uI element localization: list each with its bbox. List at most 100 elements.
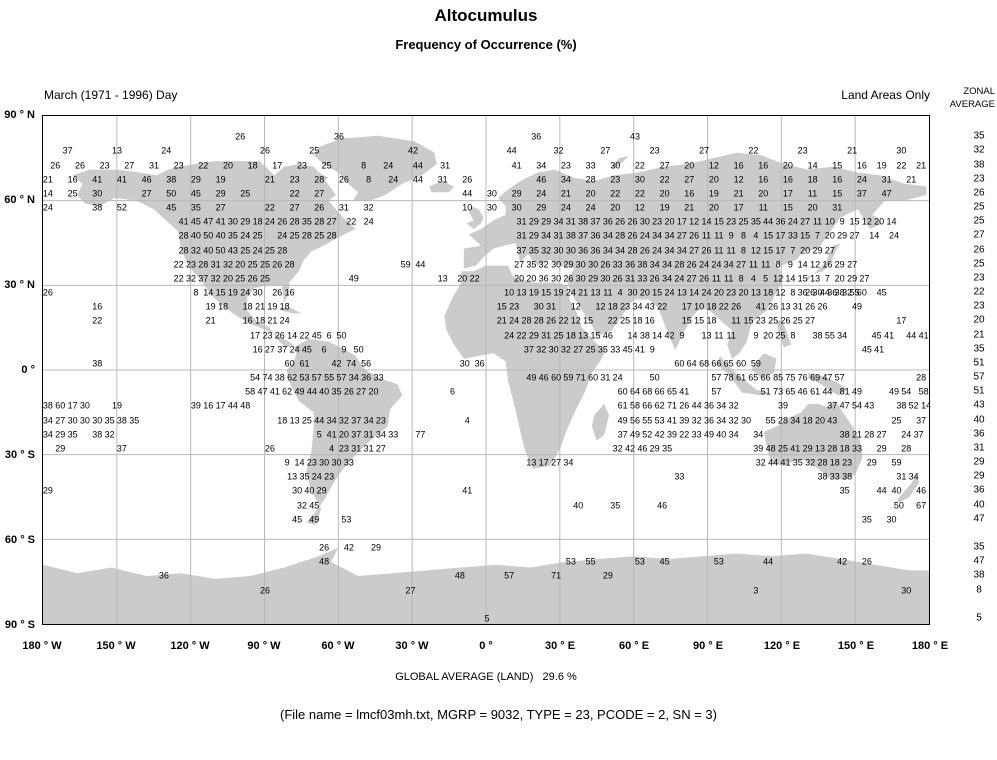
- grid-number: 28: [198, 259, 209, 270]
- grid-number: 24: [289, 344, 300, 355]
- grid-number: 38: [637, 259, 648, 270]
- grid-number: 23: [842, 457, 853, 468]
- grid-number: 38: [834, 287, 845, 298]
- grid-number: 24: [674, 273, 685, 284]
- grid-number: 18: [218, 301, 229, 312]
- grid-number: 26: [689, 230, 700, 241]
- grid-number: 14: [921, 400, 932, 411]
- grid-number: 28: [827, 443, 838, 454]
- grid-number: 50: [203, 230, 214, 241]
- grid-number: 25: [240, 245, 251, 256]
- grid-number: 41: [116, 174, 127, 185]
- grid-number: 33: [637, 273, 648, 284]
- grid-number: 31: [440, 160, 451, 171]
- grid-number: 26: [861, 556, 872, 567]
- grid-number: 47: [257, 386, 268, 397]
- grid-number: 30: [292, 485, 303, 496]
- grid-number: 32: [363, 202, 374, 213]
- grid-number: 56: [629, 415, 641, 426]
- grid-number: 21: [906, 174, 917, 185]
- grid-number: 24: [560, 202, 571, 213]
- grid-number: 59: [563, 372, 574, 383]
- grid-number: 8: [738, 273, 744, 284]
- lon-tick-label: 60 ° W: [321, 640, 355, 652]
- zonal-average-value: 22: [973, 286, 985, 298]
- grid-number: 6: [321, 344, 327, 355]
- grid-number: 50: [893, 500, 904, 511]
- grid-number: 21: [733, 188, 744, 199]
- grid-number: 10: [504, 287, 515, 298]
- grid-number: 16: [832, 174, 843, 185]
- grid-number: 16: [92, 301, 103, 312]
- grid-number: 31: [210, 259, 221, 270]
- grid-number: 44: [506, 145, 517, 156]
- lat-tick-label: 90 ° N: [4, 109, 35, 121]
- grid-number: 4: [617, 287, 623, 298]
- grid-number: 38: [812, 330, 823, 341]
- grid-number: 57: [711, 372, 722, 383]
- grid-number: 17: [250, 330, 261, 341]
- grid-number: 48: [454, 570, 465, 581]
- grid-number: 26: [649, 273, 660, 284]
- grid-number: 71: [575, 372, 586, 383]
- grid-number: 29: [55, 429, 66, 440]
- grid-number: 26: [731, 301, 742, 312]
- grid-number: 41: [269, 386, 280, 397]
- grid-number: 27: [356, 386, 367, 397]
- grid-number: 24: [240, 230, 251, 241]
- lat-tick-label: 90 ° S: [4, 619, 35, 631]
- grid-number: 36: [703, 415, 715, 426]
- grid-number: 25: [738, 216, 749, 227]
- grid-number: 68: [699, 358, 710, 369]
- grid-number: 61: [736, 372, 747, 383]
- zonal-average-value: 25: [973, 258, 985, 270]
- grid-number: 27: [289, 202, 300, 213]
- grid-number: 26: [701, 245, 712, 256]
- grid-number: 15: [800, 230, 811, 241]
- grid-number: 58: [629, 400, 641, 411]
- area-label: Land Areas Only: [841, 88, 930, 102]
- grid-number: 50: [166, 188, 177, 199]
- continent-shape: [279, 307, 302, 314]
- grid-number: 30: [548, 344, 559, 355]
- grid-number: 20: [800, 245, 811, 256]
- continent-shape: [466, 206, 484, 229]
- grid-number: 49: [617, 415, 628, 426]
- grid-number: 40: [573, 500, 584, 511]
- grid-number: 9: [679, 330, 685, 341]
- grid-number: 15: [832, 160, 843, 171]
- grid-number: 22: [469, 273, 480, 284]
- grid-number: 24: [388, 174, 399, 185]
- grid-number: 12: [708, 160, 719, 171]
- grid-number: 29: [588, 273, 599, 284]
- grid-number: 40: [891, 485, 902, 496]
- zonal-average-value: 38: [973, 569, 985, 581]
- grid-number: 11: [748, 259, 759, 270]
- grid-number: 26: [272, 287, 283, 298]
- grid-number: 36: [827, 287, 838, 298]
- zonal-average-value: 47: [973, 513, 985, 525]
- grid-number: 31: [896, 471, 907, 482]
- grid-number: 12: [810, 259, 821, 270]
- grid-number: 22: [679, 429, 690, 440]
- grid-number: 16: [252, 344, 263, 355]
- grid-number: 15: [590, 330, 601, 341]
- lon-tick-label: 90 ° W: [247, 640, 281, 652]
- grid-number: 38: [839, 429, 850, 440]
- grid-number: 25: [235, 273, 246, 284]
- grid-number: 30: [901, 585, 912, 596]
- grid-number: 24: [639, 230, 650, 241]
- grid-number: 27: [736, 259, 747, 270]
- grid-number: 8: [740, 245, 747, 256]
- grid-number: 26: [338, 174, 349, 185]
- grid-number: 12: [595, 301, 606, 312]
- grid-number: 18: [255, 315, 266, 326]
- grid-number: 11: [714, 230, 724, 241]
- grid-number: 11: [761, 259, 771, 270]
- grid-number: 21: [496, 315, 507, 326]
- grid-number: 37: [827, 400, 838, 411]
- period-label: March (1971 - 1996) Day: [44, 88, 178, 102]
- grid-number: 36: [590, 230, 601, 241]
- zonal-average-value: 25: [973, 215, 985, 227]
- grid-number: 25: [585, 344, 596, 355]
